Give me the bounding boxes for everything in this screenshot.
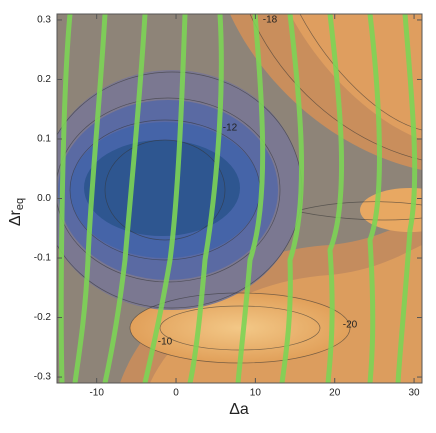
green-line <box>367 14 382 383</box>
green-line <box>279 14 305 383</box>
y-axis-label-subscript: eq <box>14 198 26 210</box>
x-tick-label: -10 <box>89 388 104 399</box>
x-tick-label: 20 <box>329 388 341 399</box>
x-axis-label: Δa <box>229 401 249 418</box>
green-line <box>102 14 148 383</box>
green-line <box>325 14 345 383</box>
green-line <box>58 14 73 383</box>
green-line <box>72 14 108 383</box>
region <box>84 140 240 236</box>
y-tick-label: 0.1 <box>37 134 51 145</box>
y-axis-label-main: Δr <box>7 209 24 226</box>
contour-line <box>299 14 422 131</box>
y-tick-label: 0.2 <box>37 74 51 85</box>
green-line <box>142 14 188 383</box>
contour-label: -18 <box>263 15 278 26</box>
region <box>290 14 422 140</box>
x-tick-label: 0 <box>173 388 179 399</box>
contour-line <box>249 14 422 161</box>
x-tick-label: 30 <box>409 388 421 399</box>
contour-line <box>104 139 226 241</box>
y-tick-label: -0.1 <box>34 253 52 264</box>
y-tick-label: -0.2 <box>34 312 52 323</box>
y-tick-label: 0.0 <box>37 193 51 204</box>
contour-field <box>57 14 422 383</box>
green-line <box>187 14 224 383</box>
contour-label: -12 <box>223 123 238 134</box>
y-tick-label: -0.3 <box>34 372 52 383</box>
contour-label: -10 <box>158 337 173 348</box>
region <box>130 293 350 363</box>
green-line <box>235 14 266 383</box>
green-line <box>395 14 418 383</box>
contour-label: -20 <box>343 320 358 331</box>
x-tick-label: 10 <box>250 388 262 399</box>
y-axis-label: Δreq <box>7 198 26 226</box>
y-tick-label: 0.3 <box>37 15 51 26</box>
